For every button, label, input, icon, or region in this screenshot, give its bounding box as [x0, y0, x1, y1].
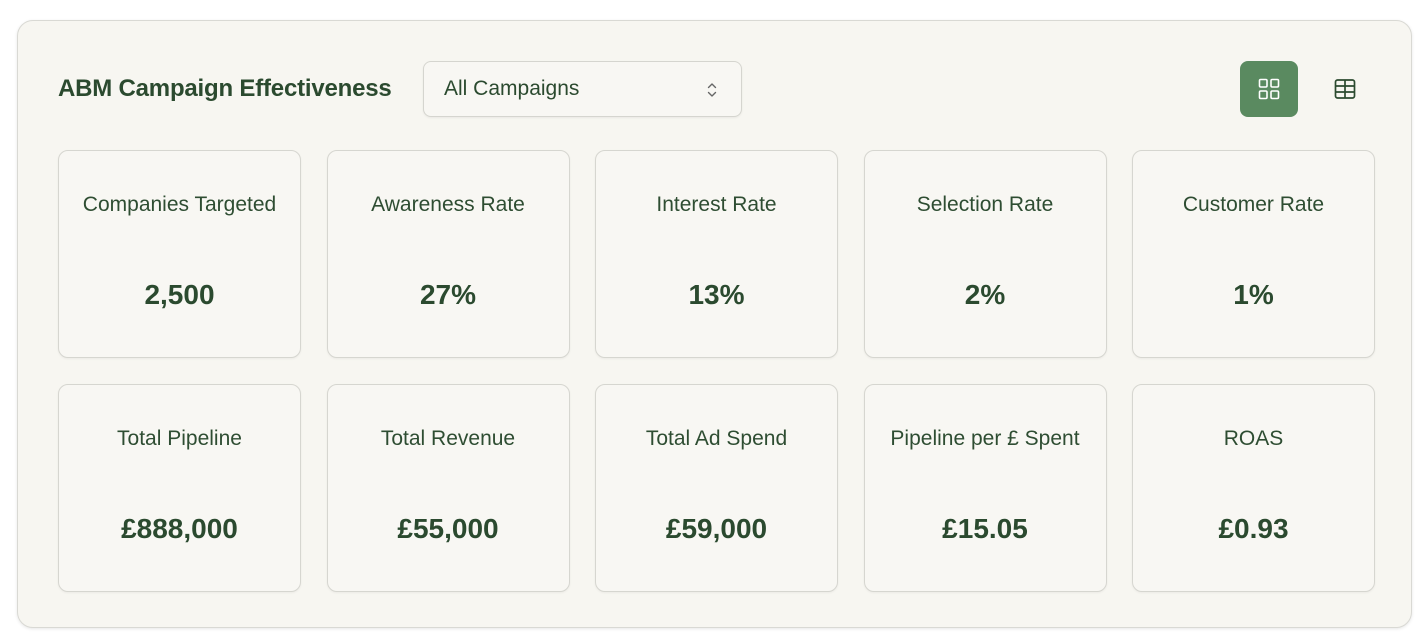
metric-value: 2,500 — [144, 279, 215, 310]
metric-card-awareness-rate: Awareness Rate 27% — [326, 150, 570, 358]
metric-value: 27% — [419, 279, 477, 310]
metric-value: £888,000 — [121, 513, 238, 544]
metric-card-selection-rate: Selection Rate 2% — [863, 150, 1107, 358]
metric-label: Interest Rate — [656, 193, 777, 216]
metric-card-pipeline-per-spent: Pipeline per £ Spent £15.05 — [863, 384, 1107, 592]
panel-header: ABM Campaign Effectiveness All Campaigns — [58, 61, 1371, 117]
metric-label: Awareness Rate — [371, 193, 525, 216]
grid-icon — [1258, 78, 1280, 100]
metric-label: Companies Targeted — [82, 193, 277, 216]
campaign-effectiveness-panel: ABM Campaign Effectiveness All Campaigns — [17, 20, 1412, 628]
campaign-select[interactable]: All Campaigns — [423, 61, 742, 117]
metric-label: Total Ad Spend — [645, 427, 788, 450]
chevron-updown-icon — [707, 83, 717, 97]
metric-label: Pipeline per £ Spent — [890, 427, 1080, 450]
metric-value: 2% — [964, 279, 1006, 310]
table-view-button[interactable] — [1316, 61, 1374, 117]
metric-card-total-revenue: Total Revenue £55,000 — [326, 384, 570, 592]
metric-value: £15.05 — [942, 513, 1028, 544]
table-icon — [1334, 79, 1356, 99]
metric-value: 1% — [1233, 279, 1274, 310]
metric-label: Total Revenue — [380, 427, 516, 450]
metric-value: £59,000 — [665, 513, 768, 544]
metrics-grid: Companies Targeted 2,500 Awareness Rate … — [58, 150, 1375, 592]
metric-card-interest-rate: Interest Rate 13% — [595, 150, 838, 358]
metric-card-total-ad-spend: Total Ad Spend £59,000 — [595, 384, 838, 592]
metric-card-roas: ROAS £0.93 — [1132, 384, 1375, 592]
metric-card-companies-targeted: Companies Targeted 2,500 — [58, 150, 301, 358]
metric-value: 13% — [688, 279, 745, 310]
page-title: ABM Campaign Effectiveness — [58, 75, 392, 102]
metric-card-customer-rate: Customer Rate 1% — [1132, 150, 1375, 358]
metric-label: Total Pipeline — [117, 427, 242, 450]
metric-value: £0.93 — [1218, 513, 1289, 544]
grid-view-button[interactable] — [1240, 61, 1298, 117]
campaign-select-value: All Campaigns — [444, 77, 580, 100]
metric-card-total-pipeline: Total Pipeline £888,000 — [58, 384, 301, 592]
metric-label: Customer Rate — [1182, 193, 1325, 216]
metric-label: ROAS — [1223, 427, 1284, 450]
metric-label: Selection Rate — [916, 193, 1054, 216]
metric-value: £55,000 — [397, 513, 499, 544]
